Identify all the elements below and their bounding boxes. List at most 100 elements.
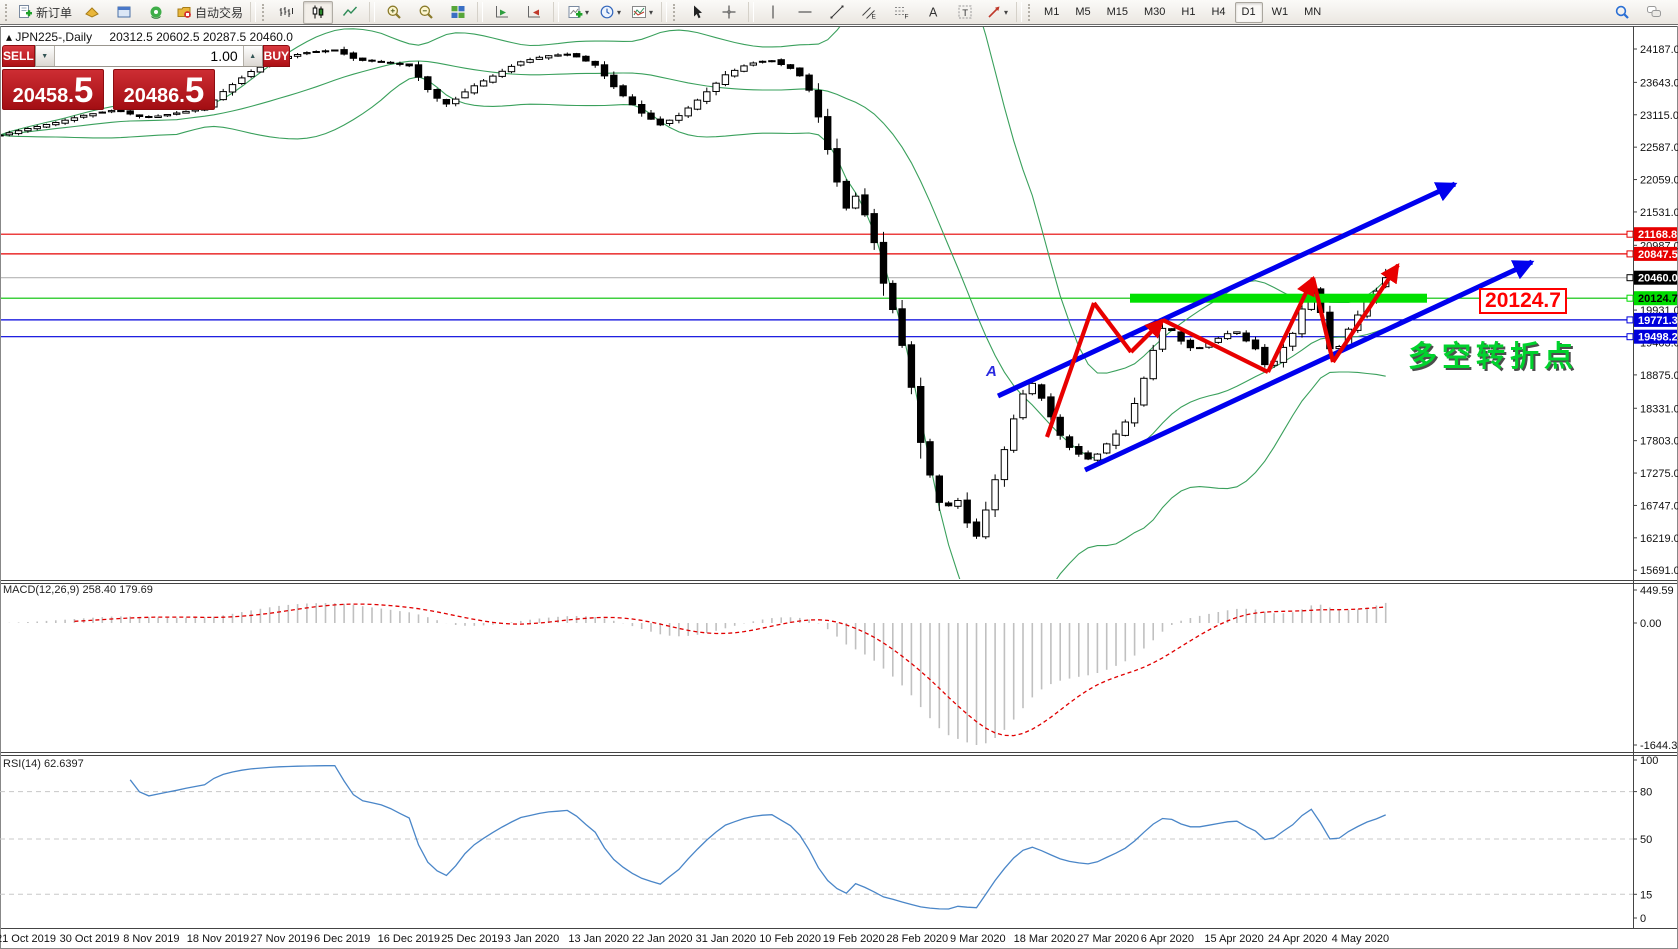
- zoom-out-button[interactable]: [411, 1, 441, 24]
- chat-button[interactable]: [1639, 1, 1669, 24]
- new-chart-button[interactable]: ▾: [563, 1, 593, 24]
- candle-chart-button[interactable]: [303, 0, 334, 24]
- volume-stepper: ▼ ▲: [34, 45, 263, 67]
- svg-text:19498.2: 19498.2: [1638, 332, 1678, 344]
- volume-input[interactable]: [54, 46, 243, 66]
- buy-price-frac: 5: [184, 71, 205, 111]
- cursor-button[interactable]: [682, 1, 712, 24]
- toolbar-separator: [250, 2, 257, 22]
- auto-trading-icon: [177, 7, 191, 18]
- svg-text:E: E: [872, 14, 877, 21]
- svg-text:19771.3: 19771.3: [1638, 315, 1678, 327]
- timeframe-m30-button[interactable]: M30: [1144, 6, 1166, 18]
- chevron-down-icon[interactable]: ▾: [1004, 7, 1009, 17]
- svg-text:24187.0: 24187.0: [1640, 44, 1678, 56]
- svg-text:19 Feb 2020: 19 Feb 2020: [823, 933, 885, 945]
- svg-text:17275.0: 17275.0: [1640, 468, 1678, 480]
- fibonacci-button[interactable]: F: [886, 1, 916, 24]
- new-order-button[interactable]: 新订单: [14, 1, 75, 24]
- auto-scroll-button[interactable]: [487, 1, 517, 24]
- arrows-button[interactable]: ▾: [982, 1, 1012, 24]
- red-zigzag-arrows[interactable]: [1045, 262, 1400, 438]
- svg-text:23643.0: 23643.0: [1640, 77, 1678, 89]
- macd-axis: 449.59 0.00 -1644.35: [1633, 585, 1678, 752]
- buy-button[interactable]: BUY: [262, 45, 291, 67]
- chevron-down-icon[interactable]: ▾: [649, 7, 654, 17]
- auto-trading-button[interactable]: 自动交易: [173, 1, 246, 24]
- svg-text:6 Apr 2020: 6 Apr 2020: [1141, 933, 1194, 945]
- signals-icon: [150, 6, 162, 19]
- toolbar-grip: [673, 3, 678, 21]
- svg-text:23115.0: 23115.0: [1640, 110, 1678, 122]
- timeframe-m1-button[interactable]: M1: [1044, 6, 1060, 18]
- text-label-button[interactable]: T: [950, 1, 980, 24]
- svg-text:28 Feb 2020: 28 Feb 2020: [886, 933, 948, 945]
- text-a-icon: A: [929, 6, 938, 20]
- svg-text:25 Dec 2019: 25 Dec 2019: [441, 933, 503, 945]
- signals-button[interactable]: [141, 1, 171, 24]
- crosshair-button[interactable]: [714, 1, 744, 24]
- volume-decrease-button[interactable]: ▼: [35, 46, 55, 66]
- svg-text:20124.7: 20124.7: [1638, 293, 1678, 305]
- indicators-icon: [632, 6, 647, 18]
- svg-text:22059.0: 22059.0: [1640, 175, 1678, 187]
- fibonacci-icon: F: [895, 7, 909, 21]
- macd-panel[interactable]: [0, 602, 1387, 745]
- bull-bear-turning-point-text[interactable]: 多空转折点: [1408, 341, 1579, 373]
- one-click-trade-panel: SELL ▼ ▲ BUY 20458 . 5 20486 . 5: [2, 45, 291, 110]
- sell-price-box[interactable]: 20458 . 5: [2, 69, 104, 110]
- sell-price-dot: .: [68, 85, 74, 107]
- volume-increase-button[interactable]: ▲: [242, 46, 262, 66]
- trendline-icon: [830, 5, 844, 19]
- sell-price-int: 20458: [12, 85, 69, 107]
- svg-text:50: 50: [1640, 834, 1652, 846]
- market-watch-button[interactable]: [109, 1, 139, 24]
- timeframe-h1-button[interactable]: H1: [1181, 6, 1196, 18]
- support-zone-bar[interactable]: [1130, 293, 1427, 303]
- line-chart-button[interactable]: [335, 1, 365, 24]
- channel-icon: E: [862, 7, 877, 21]
- svg-text:A: A: [929, 6, 938, 20]
- timeframe-m15-button[interactable]: M15: [1106, 6, 1128, 18]
- timeframe-m5-button[interactable]: M5: [1075, 6, 1091, 18]
- trendline-button[interactable]: [822, 1, 852, 24]
- text-t-icon: T: [958, 5, 972, 19]
- chevron-down-icon[interactable]: ▾: [617, 7, 622, 17]
- svg-text:3 Jan 2020: 3 Jan 2020: [505, 933, 559, 945]
- timeframe-h4-button[interactable]: H4: [1211, 6, 1226, 18]
- periodicity-button[interactable]: ▾: [595, 1, 625, 24]
- sell-price-frac: 5: [73, 71, 94, 111]
- toolbar-grip: [1028, 3, 1033, 21]
- bars-icon: [279, 7, 294, 17]
- search-button[interactable]: [1607, 1, 1637, 24]
- timeframe-d1-button[interactable]: D1: [1234, 1, 1263, 23]
- svg-text:16219.0: 16219.0: [1640, 533, 1678, 545]
- profiles-icon: [85, 7, 99, 18]
- chevron-down-icon[interactable]: ▾: [585, 7, 590, 17]
- candles-icon: [312, 5, 324, 19]
- timeframe-w1-button[interactable]: W1: [1271, 6, 1289, 18]
- zoom-in-button[interactable]: [379, 1, 409, 24]
- svg-text:F: F: [905, 14, 909, 21]
- svg-text:10 Feb 2020: 10 Feb 2020: [759, 933, 821, 945]
- time-axis[interactable]: 21 Oct 2019 30 Oct 2019 8 Nov 2019 18 Nov 2…: [0, 933, 1389, 945]
- rsi-panel[interactable]: [0, 764, 1633, 910]
- profiles-button[interactable]: [77, 1, 107, 24]
- tile-windows-button[interactable]: [443, 1, 473, 24]
- auto-trading-label: 自动交易: [195, 5, 244, 20]
- text-button[interactable]: A: [918, 1, 948, 24]
- chart-shift-button[interactable]: [519, 1, 549, 24]
- rsi-label: RSI(14) 62.6397: [3, 758, 84, 770]
- arrow-marker-a[interactable]: A: [985, 363, 997, 380]
- timeframe-mn-button[interactable]: MN: [1304, 6, 1322, 18]
- equidistant-channel-button[interactable]: E: [854, 1, 884, 24]
- vline-icon: [772, 5, 774, 19]
- indicators-button[interactable]: ▾: [627, 1, 657, 24]
- vertical-line-button[interactable]: [758, 1, 788, 24]
- buy-price-box[interactable]: 20486 . 5: [113, 69, 215, 110]
- support-price-callout[interactable]: 20124.7: [1479, 288, 1567, 314]
- horizontal-line-button[interactable]: [790, 1, 820, 24]
- bar-chart-button[interactable]: [271, 1, 301, 24]
- sell-button[interactable]: SELL: [2, 45, 35, 67]
